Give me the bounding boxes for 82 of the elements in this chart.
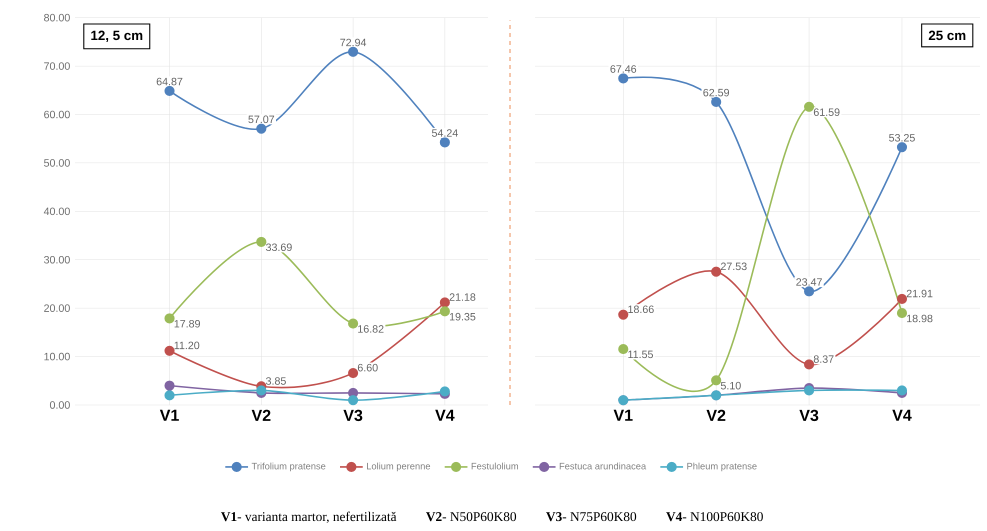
point bbox=[804, 385, 814, 396]
point bbox=[440, 306, 450, 316]
point bbox=[711, 96, 722, 108]
text: 12, 5 cm bbox=[91, 30, 142, 42]
point bbox=[164, 86, 175, 96]
data-label: 33.69 bbox=[266, 243, 292, 252]
point bbox=[348, 318, 358, 329]
x-tick-label: V4 bbox=[435, 410, 455, 421]
x-tick-label: V4 bbox=[892, 410, 912, 421]
point bbox=[164, 390, 175, 400]
y-tick-label: 20.00 bbox=[44, 304, 70, 312]
point bbox=[618, 344, 628, 354]
x-tick-label: V1 bbox=[614, 410, 633, 421]
data-label: 21.91 bbox=[906, 290, 932, 298]
data-label: 61.59 bbox=[814, 108, 840, 116]
data-label: 21.18 bbox=[450, 293, 476, 301]
data-label: 5.10 bbox=[720, 382, 741, 390]
point bbox=[804, 359, 814, 370]
legend-label: Festulolium bbox=[472, 462, 518, 470]
point bbox=[711, 375, 722, 386]
x-tick-label: V2 bbox=[706, 410, 726, 421]
y-tick-label: 30.00 bbox=[44, 256, 70, 264]
data-label: 18.66 bbox=[628, 306, 654, 314]
data-label: 53.25 bbox=[889, 134, 915, 142]
legend-label: Festuca arundinacea bbox=[560, 462, 646, 470]
point bbox=[256, 124, 266, 134]
data-label: 57.07 bbox=[248, 116, 274, 124]
data-label: 54.24 bbox=[432, 129, 458, 137]
point bbox=[440, 386, 450, 397]
y-tick-label: 50.00 bbox=[44, 159, 70, 167]
text: V4- N100P60K80 bbox=[666, 512, 763, 522]
data-label: 11.20 bbox=[174, 342, 200, 350]
text: V2- N50P60K80 bbox=[426, 512, 516, 522]
point bbox=[440, 137, 450, 148]
data-label: 18.98 bbox=[907, 314, 932, 322]
point bbox=[896, 385, 908, 396]
x-tick-label: V2 bbox=[252, 410, 270, 421]
y-tick-label: 60.00 bbox=[44, 110, 70, 118]
y-tick-label: 70.00 bbox=[44, 62, 70, 70]
point bbox=[896, 294, 908, 304]
data-label: 19.35 bbox=[450, 312, 476, 320]
point bbox=[804, 286, 814, 296]
point bbox=[896, 142, 908, 152]
legend-label: Phleum pratense bbox=[687, 462, 757, 472]
point bbox=[348, 368, 358, 378]
data-label: 23.47 bbox=[796, 278, 822, 286]
data-label: 6.60 bbox=[358, 364, 378, 372]
point bbox=[164, 346, 175, 356]
x-tick-label: V3 bbox=[799, 410, 818, 422]
text: V3- N75P60K80 bbox=[546, 512, 636, 522]
point bbox=[896, 308, 908, 318]
data-label: 8.37 bbox=[814, 355, 834, 363]
point bbox=[256, 385, 266, 396]
point bbox=[348, 395, 358, 406]
point bbox=[618, 310, 628, 320]
legend-label: Trifolium pratense bbox=[252, 462, 326, 472]
data-label: 17.89 bbox=[174, 320, 200, 328]
point bbox=[618, 73, 628, 84]
point bbox=[164, 380, 175, 391]
point bbox=[440, 297, 450, 308]
x-tick-label: V3 bbox=[343, 410, 362, 422]
legend-label: Lolium perenne bbox=[367, 462, 430, 472]
data-label: 16.82 bbox=[358, 325, 384, 333]
point bbox=[164, 313, 175, 324]
point bbox=[256, 236, 266, 247]
point bbox=[804, 102, 814, 112]
data-label: 27.53 bbox=[720, 262, 747, 270]
y-tick-label: 10.00 bbox=[44, 352, 70, 360]
x-tick-label: V1 bbox=[160, 410, 179, 421]
data-label: 62.59 bbox=[703, 88, 729, 96]
data-label: 72.94 bbox=[340, 38, 366, 46]
y-tick-label: 0.00 bbox=[50, 401, 70, 409]
point bbox=[711, 266, 722, 277]
point bbox=[348, 46, 358, 57]
data-label: 67.46 bbox=[610, 65, 636, 73]
data-label: 3.85 bbox=[266, 377, 286, 385]
text: 25 cm bbox=[928, 30, 966, 40]
text: V1- varianta martor, nefertilizată bbox=[220, 512, 396, 524]
y-tick-label: 80.00 bbox=[44, 14, 70, 22]
data-label: 64.87 bbox=[156, 78, 182, 86]
y-tick-label: 40.00 bbox=[44, 208, 70, 216]
data-label: 11.55 bbox=[628, 350, 653, 358]
